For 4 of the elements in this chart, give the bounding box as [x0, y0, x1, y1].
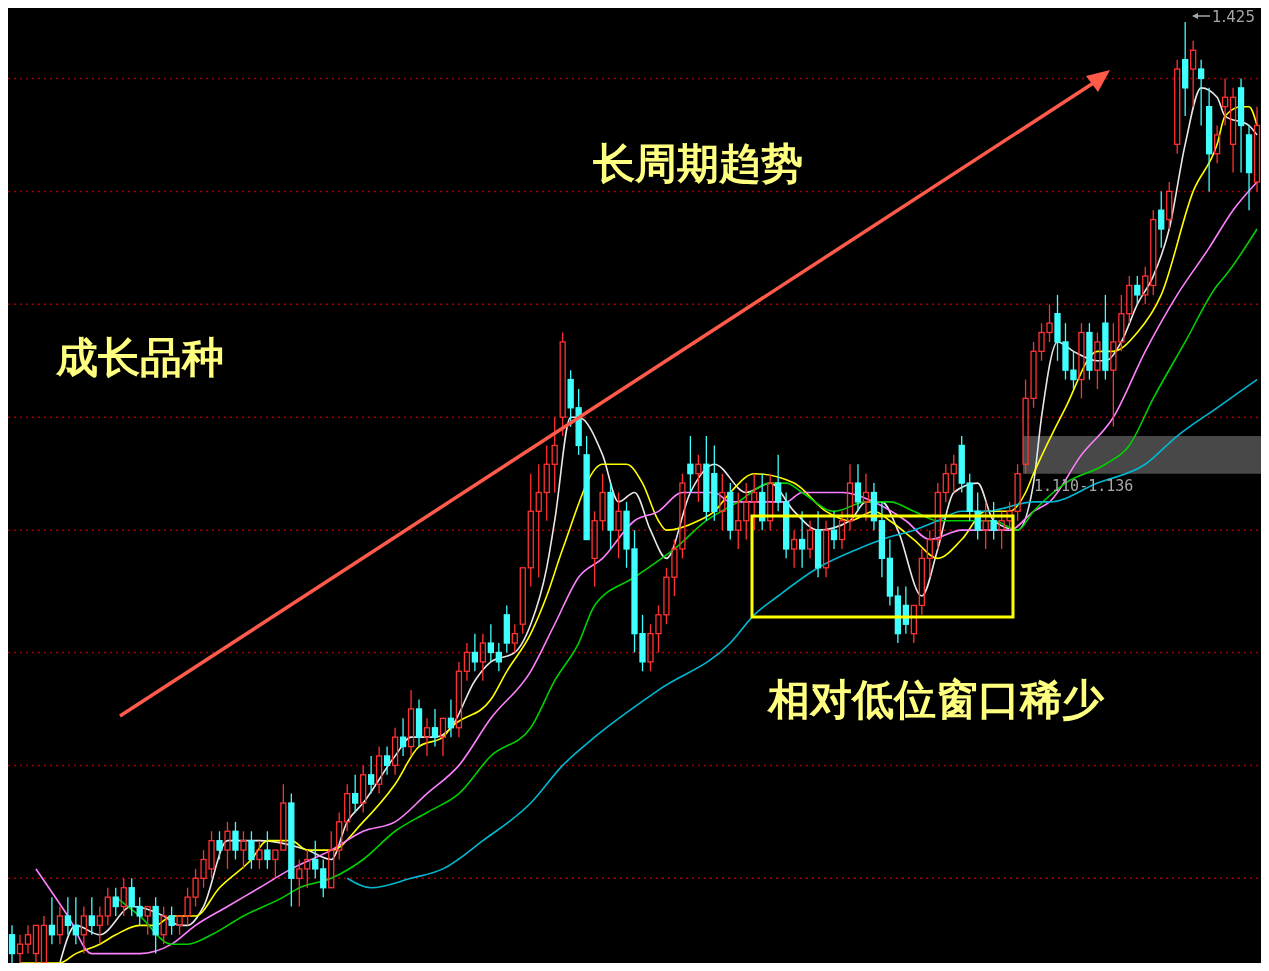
annotation: 相对低位窗口稀少: [768, 674, 1104, 726]
annotation: 成长品种: [56, 332, 224, 384]
annotation: 长周期趋势: [593, 138, 803, 190]
annotation: 1.425: [1212, 8, 1255, 26]
